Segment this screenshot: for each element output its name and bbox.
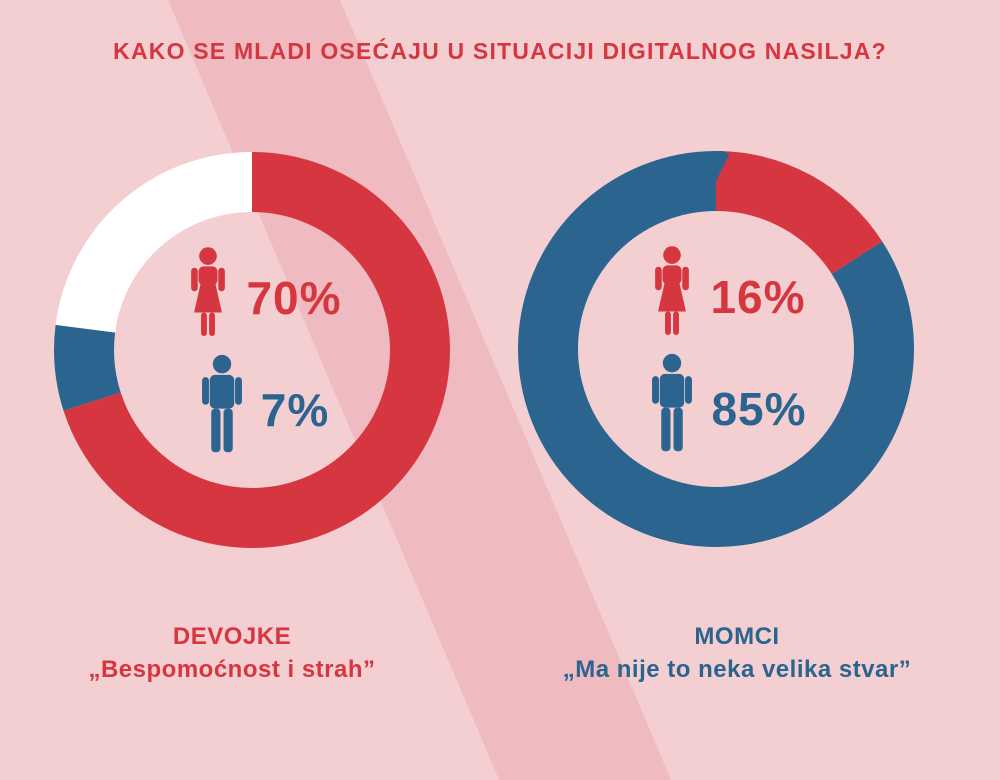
donut-center-stats: 70% 7% [64,150,464,550]
female-icon [655,246,690,335]
stat-value-male: 85% [711,383,807,435]
donut-segment [54,152,450,548]
donut-chart-devojke: 70% 7% [52,150,452,550]
stat-row-female: 70% [186,245,341,339]
female-icon [191,247,226,336]
donut-chart-momci: 16% 85% [516,149,916,549]
stat-value-female: 70% [246,272,342,324]
stat-row-male: 7% [199,353,329,455]
group-label: DEVOJKE [172,623,292,650]
donut-segment [54,152,450,548]
stat-row-female: 16% [650,244,805,338]
male-icon [652,353,693,452]
donut-center-stats: 16% 85% [528,149,928,549]
stat-row-male: 85% [649,352,806,454]
group-label: MOMCI [694,623,780,650]
page-title: KAKO SE MLADI OSEĆAJU U SITUACIJI DIGITA… [113,38,887,64]
group-quote: „Ma nije to neka velika stvar” [562,656,912,683]
caption-momci: MOMCI „Ma nije to neka velika stvar” [507,620,967,686]
donut-ring-momci [518,151,914,547]
male-icon [201,354,242,453]
stat-value-female: 16% [710,271,806,323]
donut-segment [518,151,914,547]
donut-ring-devojke [54,152,450,548]
caption-devojke: DEVOJKE „Bespomoćnost i strah” [2,620,462,686]
group-quote: „Bespomoćnost i strah” [88,656,376,683]
stat-value-male: 7% [260,384,330,436]
